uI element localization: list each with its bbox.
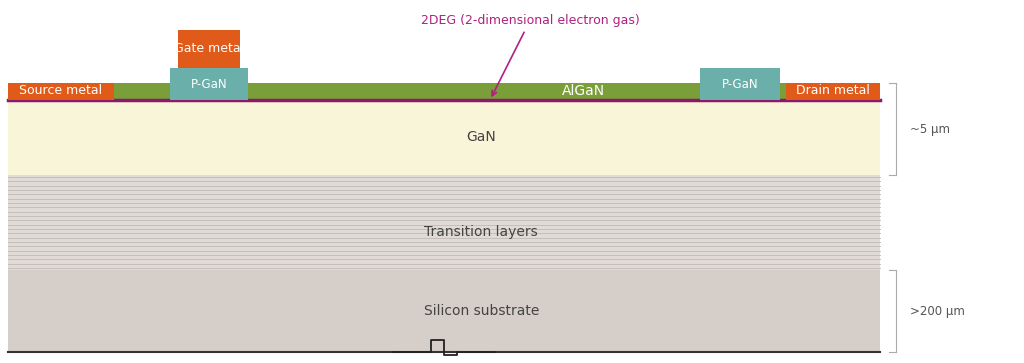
Text: Drain metal: Drain metal [796, 85, 870, 98]
Text: 2DEG (2-dimensional electron gas): 2DEG (2-dimensional electron gas) [421, 14, 639, 96]
Text: Gate metal: Gate metal [174, 42, 244, 56]
Bar [8, 100, 880, 175]
Text: GaN: GaN [466, 130, 497, 144]
Text: P-GaN: P-GaN [722, 77, 759, 90]
Text: P-GaN: P-GaN [190, 77, 227, 90]
Bar [700, 68, 780, 100]
Bar [170, 68, 248, 100]
Bar [8, 83, 114, 100]
Text: Source metal: Source metal [19, 85, 102, 98]
Bar [8, 270, 880, 352]
Text: >200 μm: >200 μm [910, 305, 965, 318]
Text: Transition layers: Transition layers [424, 225, 539, 239]
Bar [178, 30, 240, 68]
Text: Silicon substrate: Silicon substrate [424, 304, 539, 318]
Text: AlGaN: AlGaN [562, 84, 605, 98]
Bar [8, 83, 880, 100]
Bar [8, 175, 880, 270]
Bar [786, 83, 880, 100]
Text: ~5 μm: ~5 μm [910, 122, 950, 135]
